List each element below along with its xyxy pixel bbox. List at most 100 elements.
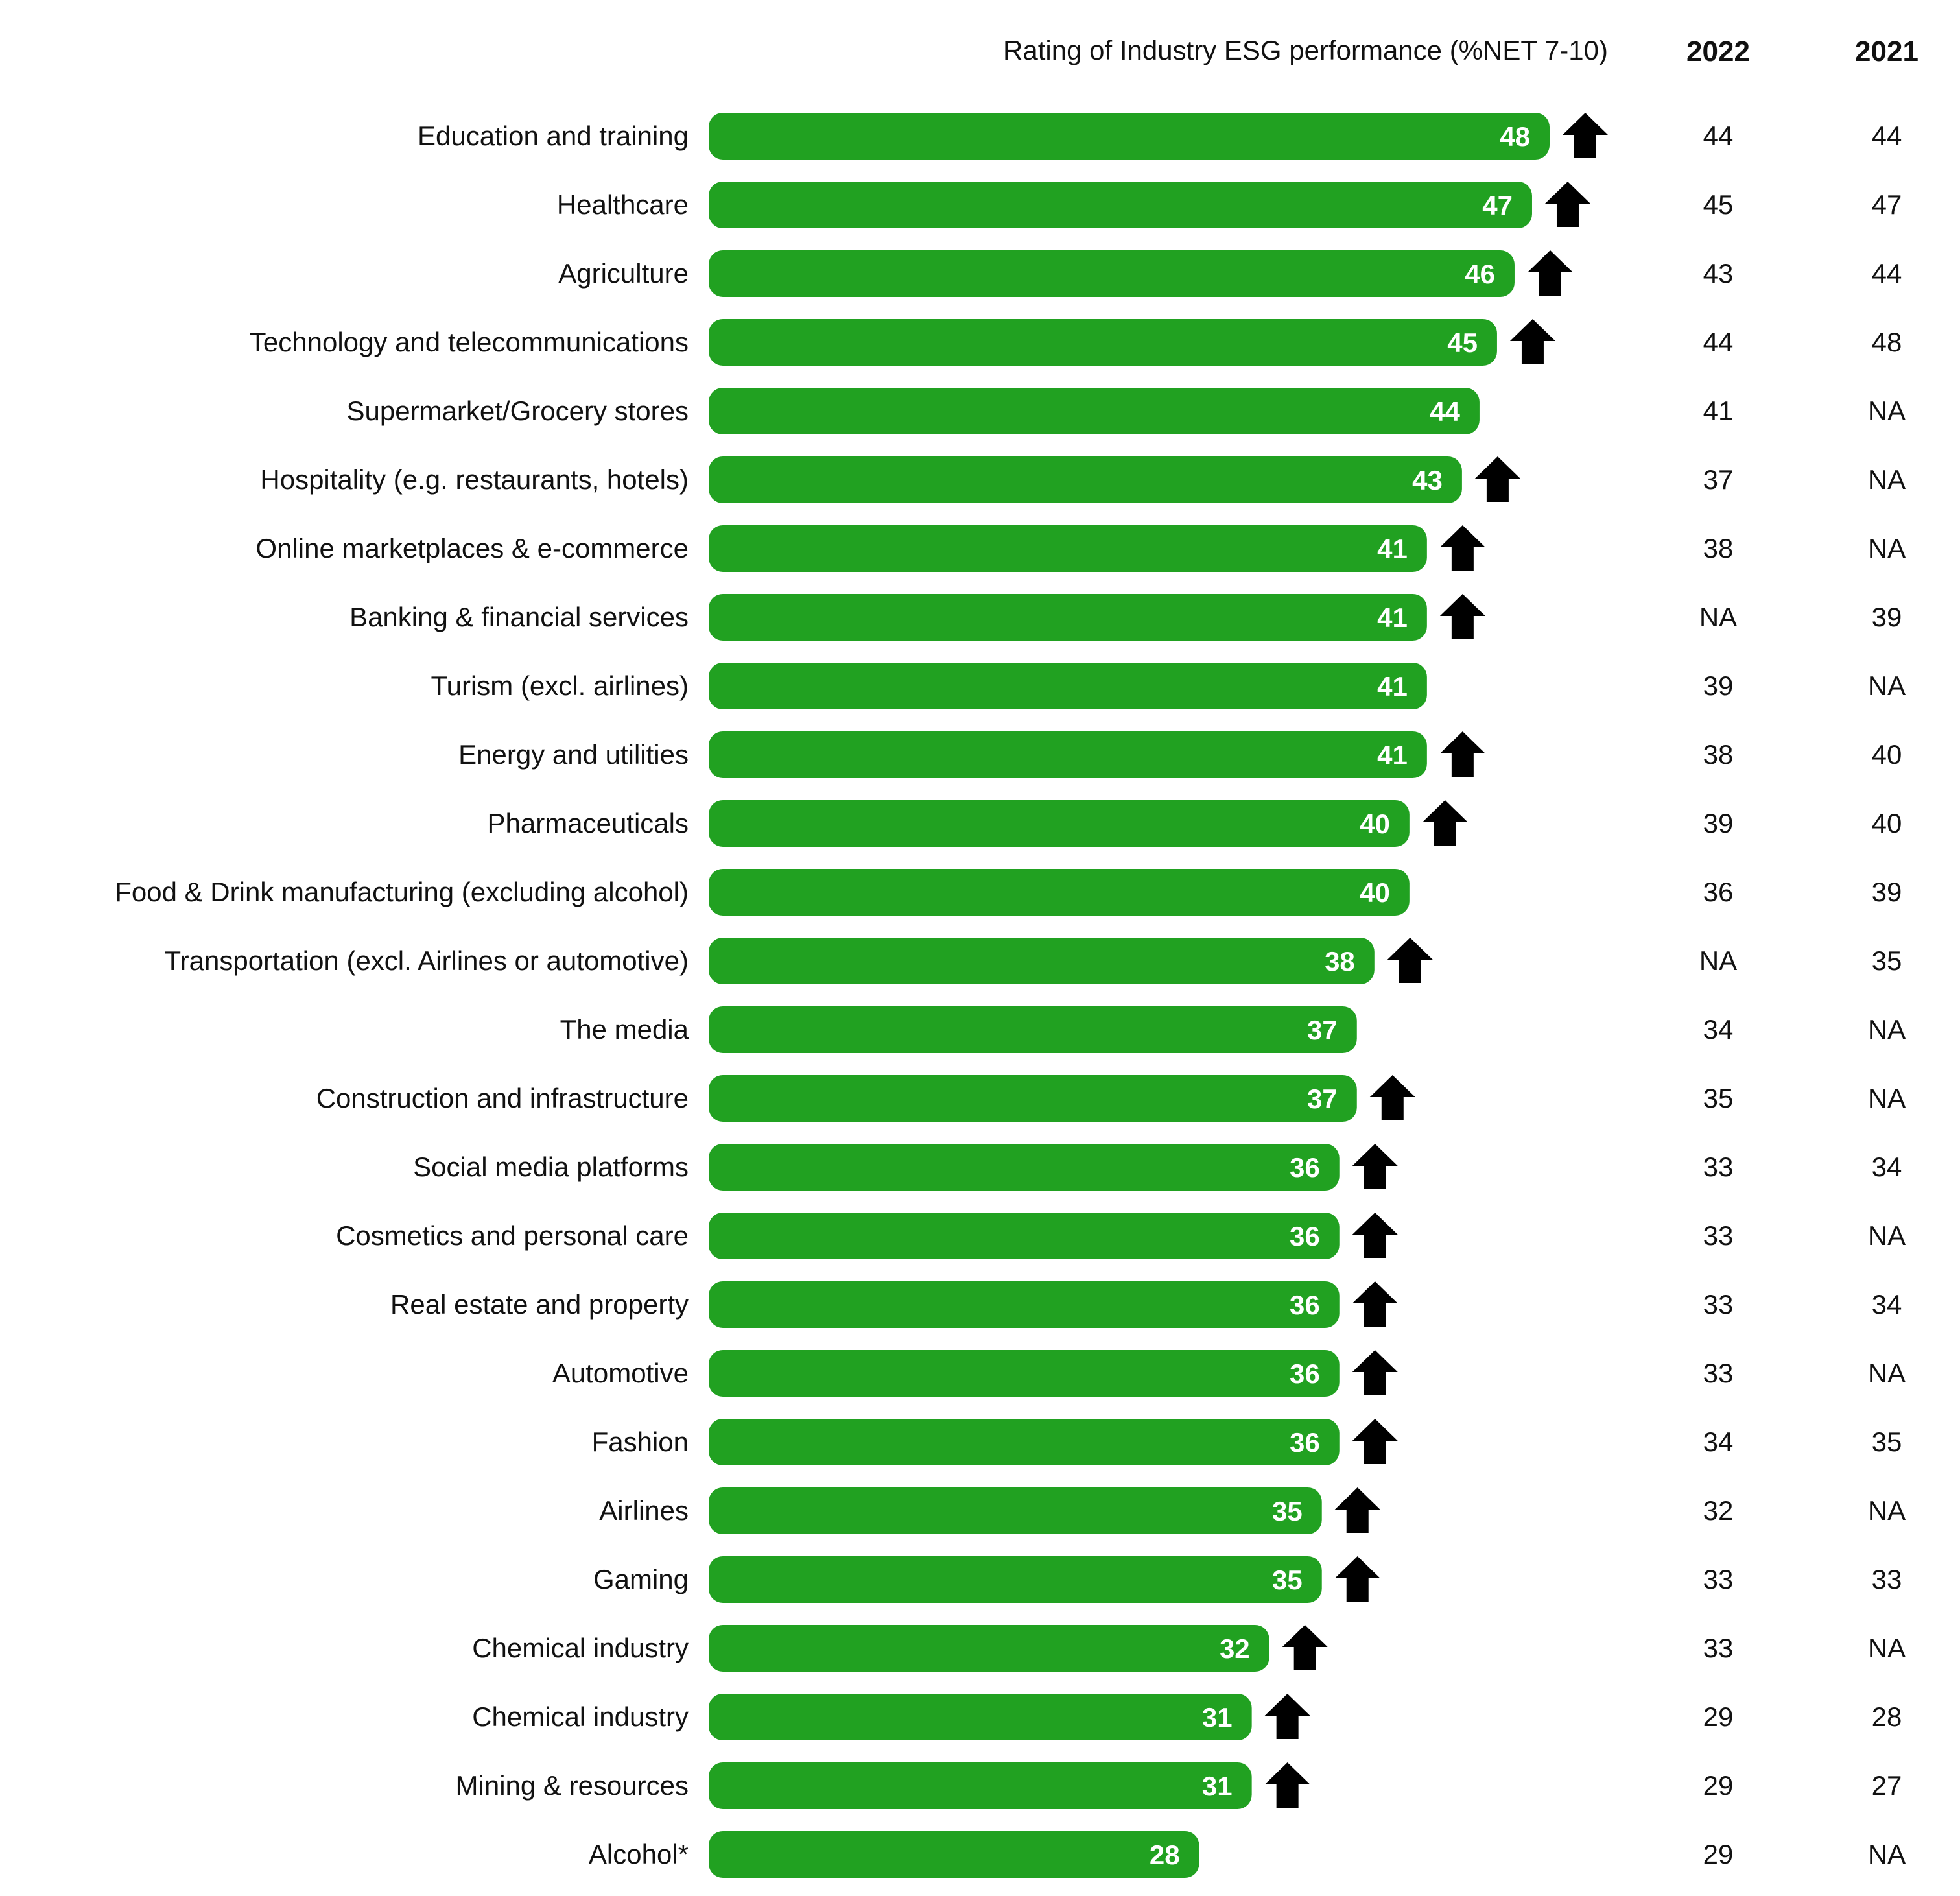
value-2021: 48 — [1872, 327, 1902, 357]
up-arrow-icon — [1352, 1419, 1398, 1464]
bar — [709, 800, 1410, 847]
bar-value-label: 37 — [1307, 1015, 1338, 1045]
up-arrow-icon — [1334, 1487, 1380, 1533]
value-2021: 33 — [1872, 1564, 1902, 1594]
category-label: Gaming — [593, 1564, 689, 1594]
up-arrow-icon — [1439, 594, 1485, 639]
value-2021: 35 — [1872, 945, 1902, 976]
up-arrow-icon — [1369, 1075, 1415, 1120]
value-2022: 33 — [1703, 1152, 1734, 1182]
bar — [709, 182, 1532, 228]
bar — [709, 938, 1375, 984]
bar — [709, 1075, 1357, 1122]
up-arrow-icon — [1282, 1625, 1328, 1670]
bar-value-label: 41 — [1377, 671, 1408, 702]
up-arrow-icon — [1264, 1694, 1310, 1739]
up-arrow-icon — [1422, 800, 1468, 846]
bar — [709, 731, 1427, 778]
value-2022: 41 — [1703, 396, 1734, 426]
up-arrow-icon — [1544, 182, 1590, 227]
bar-value-label: 46 — [1465, 259, 1495, 289]
value-2022: 33 — [1703, 1289, 1734, 1320]
value-2021: NA — [1868, 1014, 1906, 1045]
value-2022: 45 — [1703, 189, 1734, 220]
category-label: Online marketplaces & e-commerce — [255, 533, 689, 563]
category-label: Pharmaceuticals — [488, 808, 689, 838]
value-2022: 34 — [1703, 1014, 1734, 1045]
bar-value-label: 37 — [1307, 1084, 1338, 1114]
bar — [709, 663, 1427, 709]
bar-value-label: 43 — [1412, 465, 1443, 495]
value-2022: 29 — [1703, 1770, 1734, 1801]
category-label: Energy and utilities — [458, 739, 689, 770]
bar — [709, 1144, 1340, 1191]
up-arrow-icon — [1387, 938, 1433, 983]
value-2021: NA — [1868, 464, 1906, 495]
bar — [709, 1487, 1322, 1534]
category-label: Construction and infrastructure — [316, 1083, 689, 1113]
bar-value-label: 36 — [1290, 1221, 1320, 1251]
value-2022: 33 — [1703, 1220, 1734, 1251]
up-arrow-icon — [1474, 456, 1520, 502]
up-arrow-icon — [1334, 1556, 1380, 1602]
up-arrow-icon — [1563, 113, 1608, 158]
value-2021: NA — [1868, 1358, 1906, 1388]
bar — [709, 869, 1410, 916]
value-2021: 47 — [1872, 189, 1902, 220]
value-2021: 34 — [1872, 1289, 1902, 1320]
value-2021: 35 — [1872, 1427, 1902, 1457]
value-2021: 27 — [1872, 1770, 1902, 1801]
category-label: The media — [560, 1014, 689, 1045]
value-2021: NA — [1868, 1633, 1906, 1663]
category-label: Airlines — [599, 1495, 689, 1526]
chart-title: Rating of Industry ESG performance (%NET… — [1003, 35, 1608, 65]
up-arrow-icon — [1352, 1350, 1398, 1395]
category-label: Supermarket/Grocery stores — [346, 396, 689, 426]
chart-rows: Education and training 48 44 44 Healthcare 47… — [115, 113, 1906, 1878]
category-label: Automotive — [552, 1358, 689, 1388]
value-2021: 40 — [1872, 739, 1902, 770]
value-2021: NA — [1868, 1083, 1906, 1113]
bar-value-label: 31 — [1202, 1702, 1233, 1733]
category-label: Agriculture — [558, 258, 689, 289]
bar — [709, 250, 1515, 297]
value-2021: NA — [1868, 396, 1906, 426]
value-2022: 39 — [1703, 808, 1734, 838]
bar — [709, 1281, 1340, 1328]
column-header-2022: 2022 — [1686, 36, 1750, 67]
bar-value-label: 47 — [1482, 190, 1513, 220]
bar-value-label: 38 — [1325, 946, 1355, 977]
bar-value-label: 32 — [1220, 1633, 1250, 1664]
value-2022: NA — [1699, 602, 1737, 632]
category-label: Turism (excl. airlines) — [431, 670, 689, 701]
bar-value-label: 35 — [1272, 1565, 1303, 1595]
category-label: Fashion — [592, 1427, 689, 1457]
category-label: Real estate and property — [390, 1289, 689, 1320]
bar — [709, 319, 1497, 366]
bar-value-label: 36 — [1290, 1427, 1320, 1458]
bar — [709, 113, 1550, 160]
value-2022: 38 — [1703, 739, 1734, 770]
bar — [709, 456, 1462, 503]
bar — [709, 388, 1480, 434]
value-2021: NA — [1868, 533, 1906, 563]
category-label: Alcohol* — [589, 1839, 689, 1869]
bar — [709, 1006, 1357, 1053]
category-label: Food & Drink manufacturing (excluding al… — [115, 877, 689, 907]
up-arrow-icon — [1352, 1144, 1398, 1189]
category-label: Mining & resources — [456, 1770, 689, 1801]
category-label: Technology and telecommunications — [250, 327, 689, 357]
value-2022: 37 — [1703, 464, 1734, 495]
value-2022: 43 — [1703, 258, 1734, 289]
bar — [709, 1350, 1340, 1397]
bar — [709, 1213, 1340, 1259]
value-2021: 39 — [1872, 602, 1902, 632]
category-label: Transportation (excl. Airlines or automo… — [165, 945, 689, 976]
bar-value-label: 40 — [1360, 877, 1390, 908]
bar-value-label: 45 — [1447, 327, 1478, 358]
up-arrow-icon — [1439, 525, 1485, 571]
value-2022: 39 — [1703, 670, 1734, 701]
value-2022: 44 — [1703, 327, 1734, 357]
bar — [709, 525, 1427, 572]
